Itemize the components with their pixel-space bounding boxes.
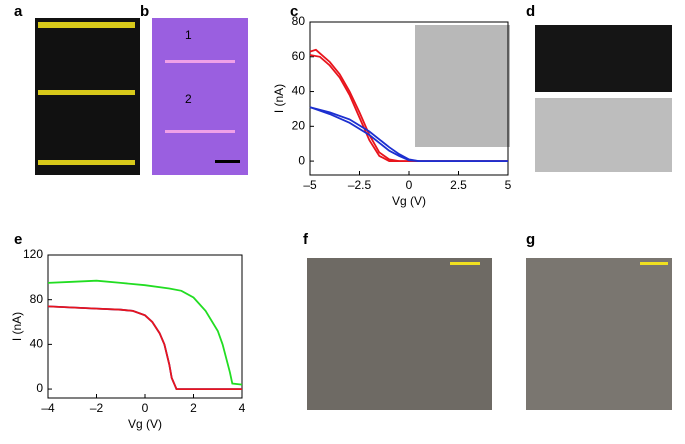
electrode (38, 90, 135, 95)
panel-label: f (303, 231, 309, 248)
x-tick-label: 4 (239, 401, 246, 415)
y-tick-label: 0 (36, 381, 43, 395)
inset-c (415, 25, 510, 147)
image-b (152, 18, 248, 175)
y-tick-label: 40 (30, 337, 44, 351)
image-label: 2 (185, 92, 192, 106)
scale-bar (640, 262, 668, 265)
x-axis-label: Vg (V) (392, 194, 426, 208)
y-tick-label: 120 (23, 247, 43, 261)
x-axis-label: Vg (V) (128, 417, 162, 431)
panel-label: a (14, 3, 23, 20)
electrode (38, 160, 135, 165)
scale-bar (215, 160, 240, 163)
data-line (47, 305, 242, 390)
y-tick-label: 40 (292, 84, 306, 98)
y-axis-label: I (nA) (272, 84, 286, 113)
data-line (309, 48, 508, 162)
y-tick-label: 80 (30, 292, 44, 306)
panel-label: e (14, 231, 22, 248)
x-tick-label: 2.5 (450, 178, 467, 192)
image-label: 1 (185, 28, 192, 42)
electrode (165, 130, 235, 133)
x-tick-label: 0 (406, 178, 413, 192)
x-tick-label: –4 (41, 401, 55, 415)
image-d-top (535, 25, 672, 92)
x-tick-label: 5 (505, 178, 512, 192)
electrode (165, 60, 235, 63)
x-tick-label: 2 (190, 401, 197, 415)
electrode (38, 22, 135, 28)
scale-bar (450, 262, 480, 265)
y-tick-label: 0 (298, 153, 305, 167)
image-a (35, 18, 140, 175)
image-g (526, 258, 672, 410)
plot-frame (47, 254, 243, 399)
data-line (309, 106, 508, 162)
y-tick-label: 60 (292, 49, 306, 63)
panel-label: g (526, 231, 535, 248)
x-tick-label: 0 (142, 401, 149, 415)
data-line (47, 279, 243, 386)
x-tick-label: –2.5 (348, 178, 372, 192)
x-tick-label: –5 (303, 178, 317, 192)
y-tick-label: 80 (292, 14, 306, 28)
panel-label: b (140, 3, 149, 20)
images (35, 18, 672, 410)
data-line (47, 305, 242, 390)
y-tick-label: 20 (292, 118, 306, 132)
panel-label: d (526, 3, 535, 20)
panel-label: c (290, 3, 298, 20)
x-tick-label: –2 (90, 401, 104, 415)
image-d-bottom (535, 98, 672, 172)
image-f (307, 258, 492, 410)
y-axis-label: I (nA) (10, 312, 24, 341)
